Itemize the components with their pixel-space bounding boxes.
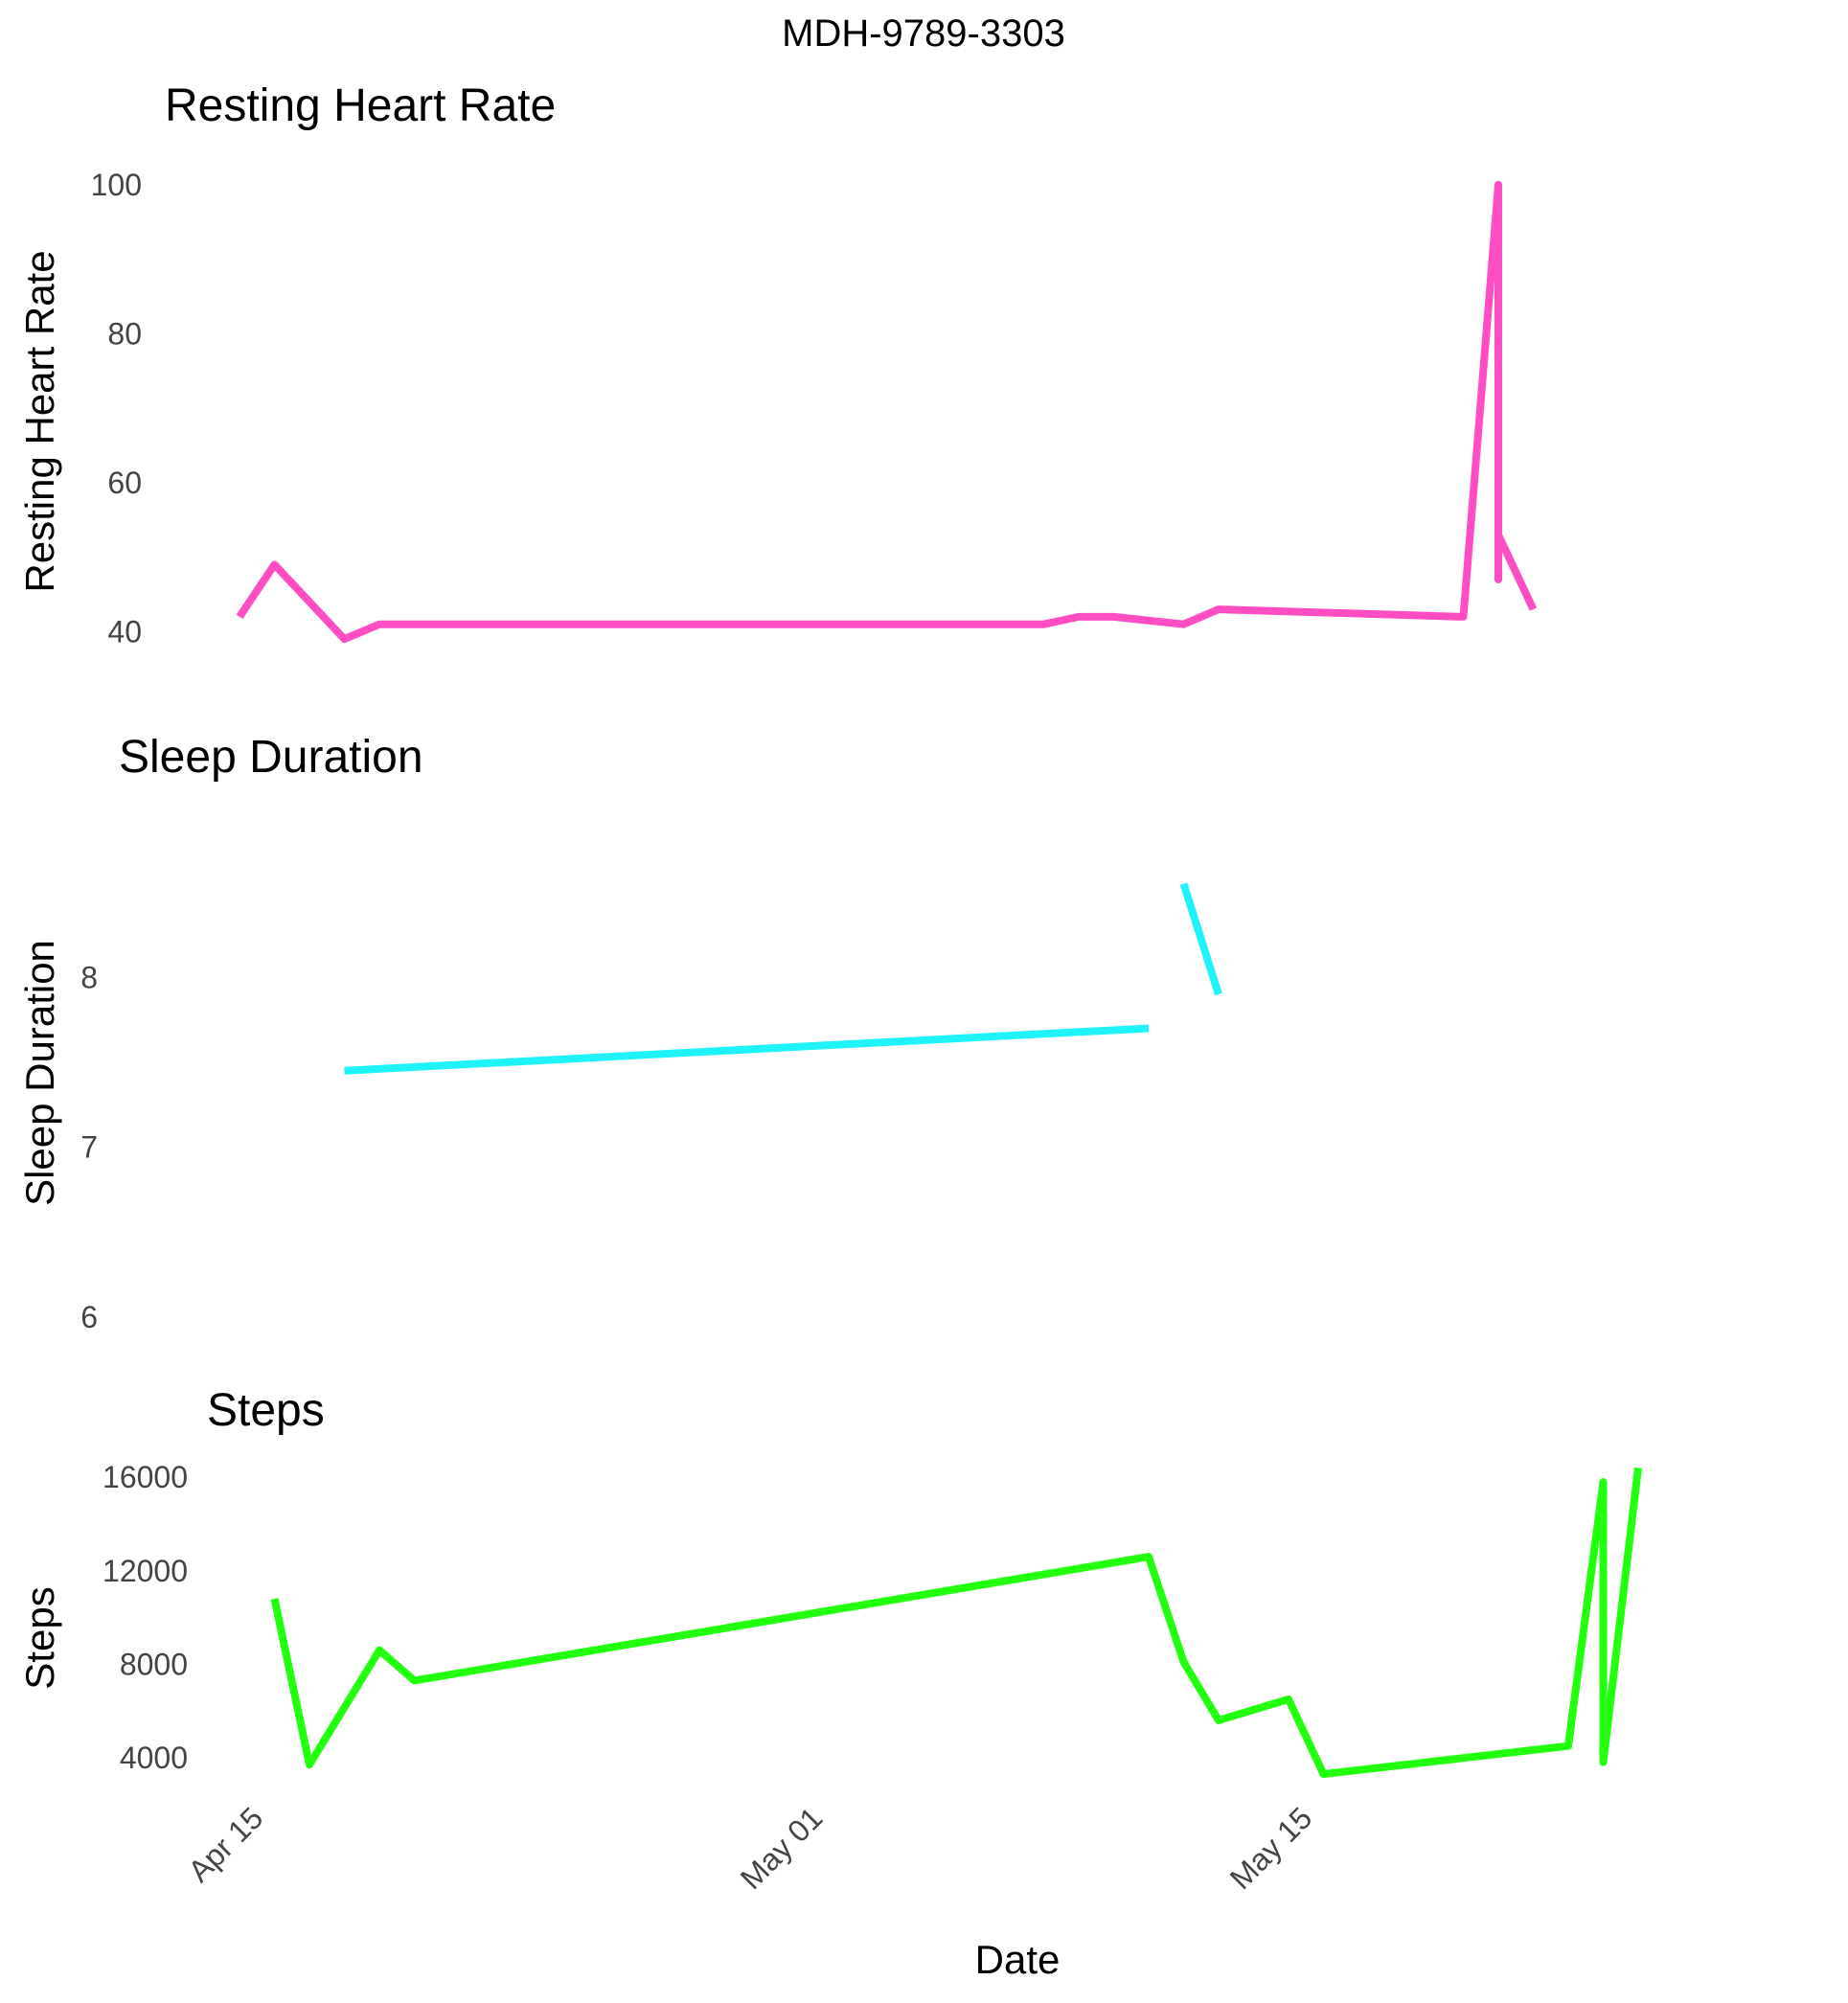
y-axis-label-steps: Steps bbox=[17, 1586, 62, 1689]
y-tick-label-steps: 4000 bbox=[120, 1741, 188, 1775]
y-tick-label-resting-heart-rate: 40 bbox=[107, 614, 142, 649]
panel-sleep-duration: Sleep Duration Sleep Duration 6 7 8 bbox=[17, 732, 1222, 1334]
x-axis: Apr 15 May 01 May 15 bbox=[181, 1800, 1318, 1896]
y-tick-label-sleep-duration: 6 bbox=[80, 1300, 98, 1334]
x-axis-label: Date bbox=[975, 1937, 1061, 1982]
y-axis-label-sleep-duration: Sleep Duration bbox=[17, 940, 62, 1206]
panel-title-resting-heart-rate: Resting Heart Rate bbox=[165, 80, 556, 131]
y-tick-label-resting-heart-rate: 80 bbox=[107, 316, 142, 351]
y-tick-label-steps: 16000 bbox=[103, 1460, 188, 1494]
series-line-steps-1 bbox=[270, 1467, 1642, 1778]
y-tick-label-sleep-duration: 8 bbox=[80, 960, 98, 994]
series-line-sleep-duration-2 bbox=[1179, 882, 1222, 996]
x-tick-label: May 15 bbox=[1223, 1800, 1319, 1896]
x-tick-label: May 01 bbox=[734, 1800, 830, 1896]
y-tick-label-resting-heart-rate: 100 bbox=[91, 168, 142, 202]
panel-title-steps: Steps bbox=[207, 1385, 325, 1436]
series-line-resting-heart-rate-1 bbox=[236, 180, 1538, 644]
y-tick-label-resting-heart-rate: 60 bbox=[107, 466, 142, 500]
x-tick-label: Apr 15 bbox=[181, 1800, 269, 1888]
y-tick-label-steps: 12000 bbox=[103, 1554, 188, 1588]
panel-steps: Steps Steps 4000 8000 12000 16000 bbox=[17, 1385, 1642, 1778]
panel-resting-heart-rate: Resting Heart Rate Resting Heart Rate 40… bbox=[17, 80, 1538, 649]
y-axis-label-resting-heart-rate: Resting Heart Rate bbox=[17, 250, 62, 592]
chart-suptitle: MDH-9789-3303 bbox=[782, 12, 1065, 55]
series-line-sleep-duration-1 bbox=[344, 1024, 1150, 1075]
y-tick-label-sleep-duration: 7 bbox=[80, 1130, 98, 1165]
y-tick-label-steps: 8000 bbox=[120, 1647, 188, 1681]
panel-title-sleep-duration: Sleep Duration bbox=[119, 732, 423, 783]
